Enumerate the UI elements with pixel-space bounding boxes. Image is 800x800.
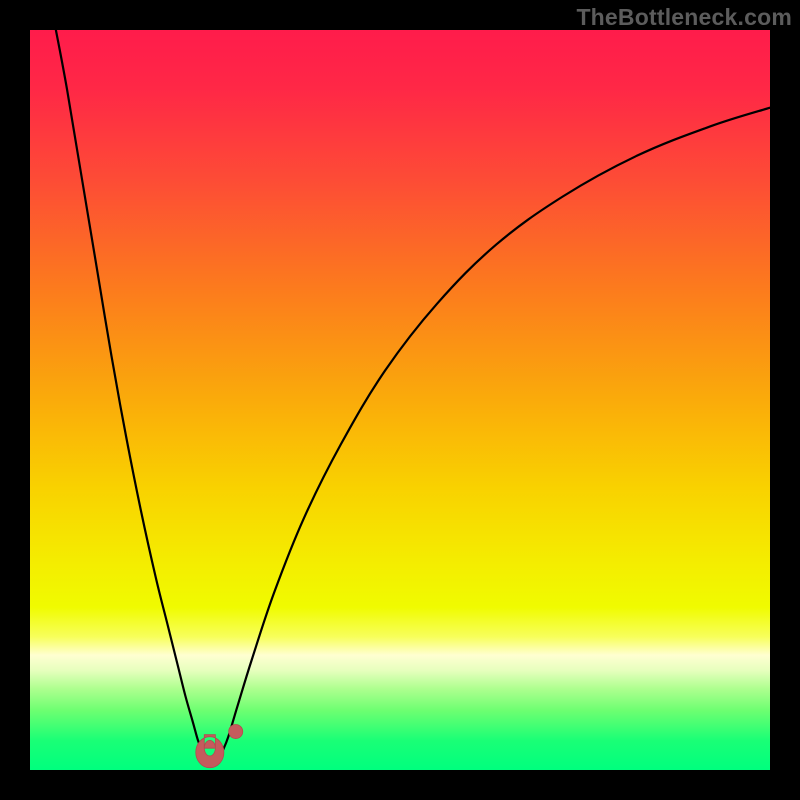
watermark-text: TheBottleneck.com: [576, 4, 792, 31]
plot-area: [30, 30, 770, 770]
chart-frame: TheBottleneck.com: [0, 0, 800, 800]
gradient-background: [30, 30, 770, 770]
dot-marker: [229, 724, 243, 738]
chart-svg: [30, 30, 770, 770]
